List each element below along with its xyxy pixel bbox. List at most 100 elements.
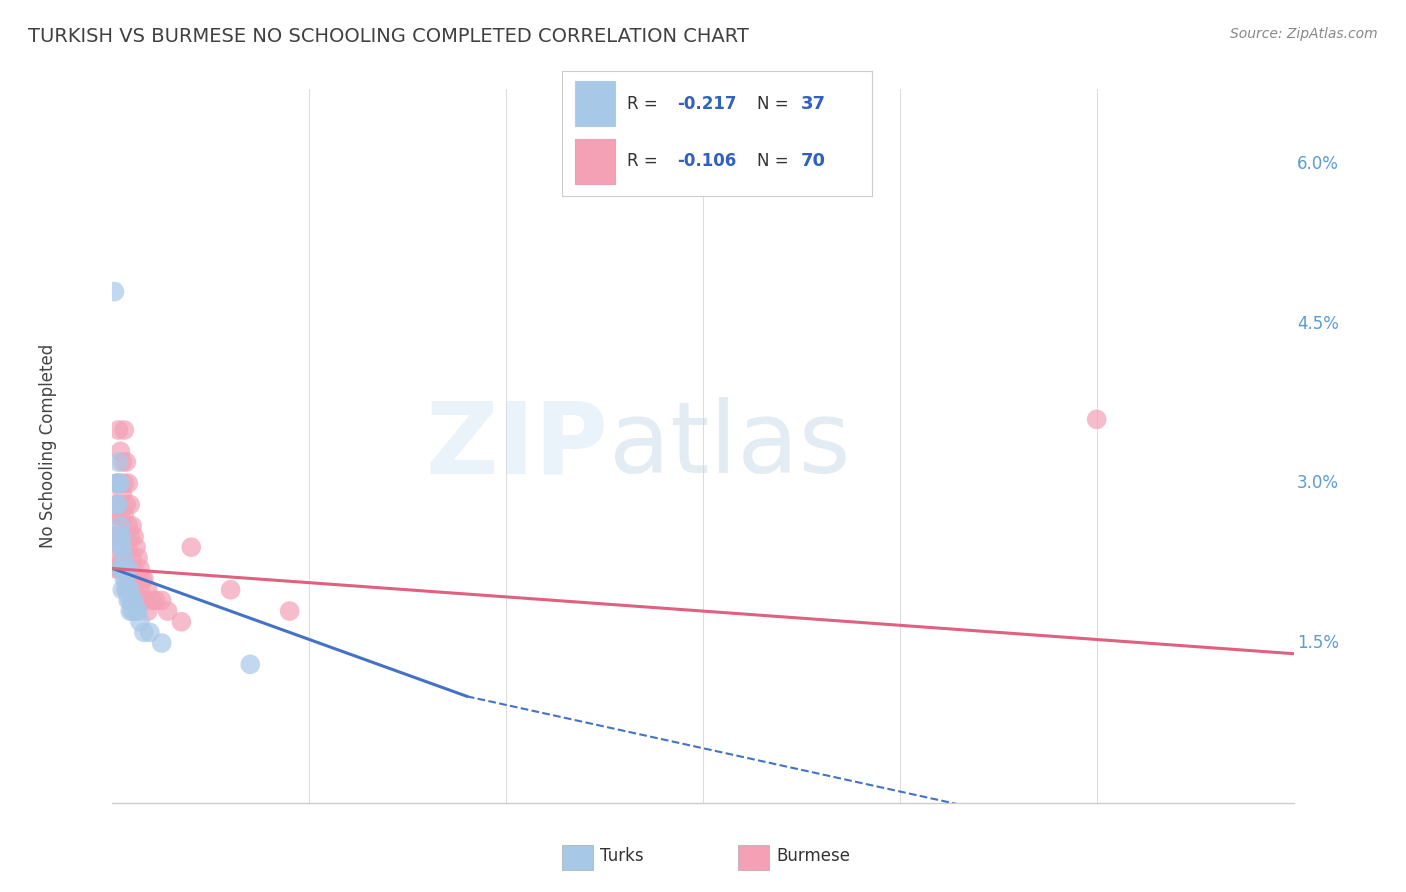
Text: -0.106: -0.106	[676, 153, 737, 170]
Point	[150, 593, 173, 607]
Point	[131, 593, 153, 607]
Text: No Schooling Completed: No Schooling Completed	[38, 344, 56, 548]
Point	[120, 582, 142, 597]
Point	[129, 582, 152, 597]
Point	[110, 508, 132, 523]
Point	[139, 625, 162, 640]
Point	[121, 572, 143, 586]
Point	[107, 423, 129, 437]
Point	[110, 561, 132, 575]
Point	[122, 604, 145, 618]
Point	[121, 593, 143, 607]
Point	[131, 572, 153, 586]
Point	[125, 593, 148, 607]
Point	[107, 476, 129, 491]
Point	[125, 572, 148, 586]
Text: atlas: atlas	[609, 398, 851, 494]
Point	[122, 561, 145, 575]
Point	[115, 582, 138, 597]
Point	[117, 561, 139, 575]
Text: Turks: Turks	[600, 847, 644, 865]
Point	[107, 476, 129, 491]
Point	[117, 582, 139, 597]
Point	[115, 529, 138, 543]
Point	[125, 604, 148, 618]
Point	[127, 550, 149, 565]
Point	[132, 593, 155, 607]
Text: R =: R =	[627, 153, 664, 170]
Text: Source: ZipAtlas.com: Source: ZipAtlas.com	[1230, 27, 1378, 41]
Text: ZIP: ZIP	[426, 398, 609, 494]
Point	[125, 540, 148, 554]
Point	[120, 529, 142, 543]
Point	[121, 550, 143, 565]
Text: 3.0%: 3.0%	[1298, 475, 1339, 492]
Point	[121, 593, 143, 607]
Point	[117, 582, 139, 597]
Text: 37: 37	[800, 95, 825, 112]
Point	[120, 593, 142, 607]
Point	[121, 519, 143, 533]
Point	[110, 476, 132, 491]
Point	[103, 561, 125, 575]
Point	[136, 604, 159, 618]
Text: 6.0%: 6.0%	[1298, 154, 1339, 173]
Point	[115, 561, 138, 575]
Point	[110, 476, 132, 491]
Point	[122, 582, 145, 597]
Point	[115, 455, 138, 469]
Point	[120, 604, 142, 618]
Point	[105, 476, 128, 491]
Point	[150, 636, 173, 650]
Text: TURKISH VS BURMESE NO SCHOOLING COMPLETED CORRELATION CHART: TURKISH VS BURMESE NO SCHOOLING COMPLETE…	[28, 27, 749, 45]
Bar	[575, 139, 614, 184]
Point	[105, 508, 128, 523]
Point	[111, 487, 134, 501]
Point	[110, 561, 132, 575]
Point	[145, 593, 167, 607]
Point	[117, 519, 139, 533]
Text: R =: R =	[627, 95, 664, 112]
Point	[111, 529, 134, 543]
Point	[141, 593, 163, 607]
Point	[111, 455, 134, 469]
Point	[107, 529, 129, 543]
Point	[105, 529, 128, 543]
Point	[180, 540, 202, 554]
Point	[111, 519, 134, 533]
Text: 1.5%: 1.5%	[1298, 634, 1339, 652]
Point	[110, 540, 132, 554]
Point	[219, 582, 242, 597]
Point	[115, 572, 138, 586]
Point	[129, 615, 152, 629]
Point	[132, 572, 155, 586]
Point	[112, 476, 135, 491]
Point	[107, 455, 129, 469]
Point	[156, 604, 179, 618]
Point	[103, 529, 125, 543]
Point	[120, 498, 142, 512]
Point	[117, 593, 139, 607]
Point	[107, 529, 129, 543]
Point	[105, 498, 128, 512]
Point	[112, 550, 135, 565]
Text: 70: 70	[800, 153, 825, 170]
Point	[112, 508, 135, 523]
Point	[111, 582, 134, 597]
Point	[127, 593, 149, 607]
Point	[105, 550, 128, 565]
Point	[112, 423, 135, 437]
Point	[111, 550, 134, 565]
Text: N =: N =	[758, 95, 794, 112]
Point	[117, 476, 139, 491]
Point	[278, 604, 301, 618]
Point	[121, 604, 143, 618]
Point	[112, 529, 135, 543]
Text: N =: N =	[758, 153, 794, 170]
Point	[112, 561, 135, 575]
Text: -0.217: -0.217	[676, 95, 737, 112]
Point	[120, 582, 142, 597]
Text: 4.5%: 4.5%	[1298, 315, 1339, 333]
Point	[110, 519, 132, 533]
Point	[122, 593, 145, 607]
